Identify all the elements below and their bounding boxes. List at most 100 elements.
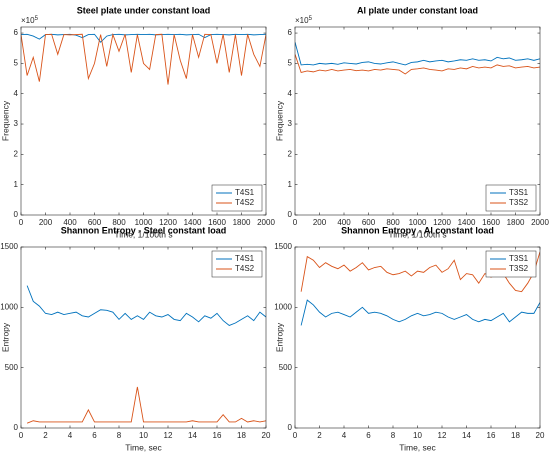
y-tick-label: 1 [288, 180, 293, 189]
axes: Al plate under constant load Time, 1/100t… [274, 5, 549, 239]
axes: Shannon Entropy - Steel constant loadTim… [0, 225, 271, 452]
axes-box [294, 246, 541, 429]
x-tick-label: 6 [366, 431, 371, 440]
legend-label: T4S1 [235, 188, 255, 197]
x-tick-label: 600 [88, 218, 102, 227]
y-exponent: ×105 [295, 16, 313, 26]
plot-area [295, 27, 540, 215]
x-tick-label: 12 [164, 431, 173, 440]
y-tick-label: 1 [14, 180, 19, 189]
exponent-power: 5 [35, 16, 39, 22]
y-tick-label: 500 [279, 363, 293, 372]
legend-label: T3S1 [509, 254, 529, 263]
plot-area [21, 27, 266, 215]
x-axis-label: Time, sec [399, 442, 436, 452]
x-axis-label: Time, sec [125, 442, 162, 452]
x-tick-label: 200 [313, 218, 327, 227]
y-tick-label: 6 [14, 28, 19, 37]
chart-title: Al plate under constant load [357, 5, 478, 15]
y-tick-label: 5 [14, 58, 19, 67]
x-tick-label: 800 [112, 218, 126, 227]
x-tick-label: 16 [487, 431, 496, 440]
x-tick-label: 1800 [233, 218, 251, 227]
y-tick-label: 0 [288, 423, 293, 432]
x-tick-label: 1200 [433, 218, 451, 227]
axes: Shannon Entropy - Al constant load Time, … [274, 225, 545, 452]
x-tick-label: 1400 [458, 218, 476, 227]
y-tick-label: 2 [288, 149, 293, 158]
x-tick-label: 1400 [184, 218, 202, 227]
legend-box [485, 250, 537, 278]
legend-label: T3S1 [509, 188, 529, 197]
x-tick-label: 10 [413, 431, 422, 440]
x-tick-label: 2 [43, 431, 48, 440]
y-tick-label: 5 [288, 58, 293, 67]
x-tick-label: 18 [237, 431, 246, 440]
y-axis-label: Frequency [274, 100, 284, 141]
x-tick-label: 1000 [409, 218, 427, 227]
x-tick-label: 10 [139, 431, 148, 440]
x-tick-label: 16 [213, 431, 222, 440]
x-tick-label: 18 [511, 431, 520, 440]
y-axis-label: Entropy [0, 322, 10, 352]
x-tick-label: 2000 [257, 218, 275, 227]
y-tick-label: 6 [288, 28, 293, 37]
x-tick-label: 200 [39, 218, 53, 227]
legend-label: T4S1 [235, 254, 255, 263]
x-tick-label: 12 [438, 431, 447, 440]
series-line [21, 32, 266, 85]
y-tick-label: 3 [14, 119, 19, 128]
x-tick-label: 4 [342, 431, 347, 440]
legend-box [211, 250, 263, 278]
x-tick-label: 1200 [159, 218, 177, 227]
x-tick-label: 800 [386, 218, 400, 227]
exponent-base: ×10 [21, 16, 35, 25]
exponent-base: ×10 [295, 16, 309, 25]
axes-box [20, 246, 267, 429]
axes-box [294, 26, 541, 216]
x-tick-label: 20 [536, 431, 545, 440]
x-tick-label: 8 [391, 431, 396, 440]
y-tick-label: 1500 [0, 242, 18, 251]
chart-title: Steel plate under constant load [77, 5, 211, 15]
x-tick-label: 6 [92, 431, 97, 440]
x-tick-label: 0 [19, 431, 24, 440]
x-tick-label: 8 [117, 431, 122, 440]
chart-title: Shannon Entropy - Al constant load [341, 225, 494, 235]
y-tick-label: 3 [288, 119, 293, 128]
y-axis-label: Entropy [274, 322, 284, 352]
legend-box [485, 184, 537, 212]
series-line [21, 33, 266, 43]
y-tick-label: 1000 [274, 302, 292, 311]
x-tick-label: 2000 [531, 218, 549, 227]
y-tick-label: 0 [14, 423, 19, 432]
y-tick-label: 0 [288, 210, 293, 219]
x-tick-label: 1600 [208, 218, 226, 227]
y-tick-label: 2 [14, 149, 19, 158]
y-exponent: ×105 [21, 16, 39, 26]
y-tick-label: 1500 [274, 242, 292, 251]
legend-label: T3S2 [509, 264, 529, 273]
x-tick-label: 4 [68, 431, 73, 440]
x-axis-label: Time, 1/100th s [114, 229, 172, 239]
legend-label: T4S2 [235, 198, 255, 207]
x-tick-label: 1600 [482, 218, 500, 227]
x-tick-label: 14 [188, 431, 197, 440]
series-line [26, 285, 266, 326]
exponent-power: 5 [309, 16, 313, 22]
x-tick-label: 14 [462, 431, 471, 440]
x-tick-label: 1800 [507, 218, 525, 227]
y-axis-label: Frequency [0, 100, 10, 141]
y-tick-label: 4 [288, 89, 293, 98]
x-tick-label: 400 [337, 218, 351, 227]
y-tick-label: 500 [5, 363, 19, 372]
series-line [26, 386, 266, 424]
x-tick-label: 400 [63, 218, 77, 227]
x-tick-label: 0 [19, 218, 24, 227]
y-tick-label: 1000 [0, 302, 18, 311]
legend-label: T4S2 [235, 264, 255, 273]
x-tick-label: 20 [262, 431, 271, 440]
x-tick-label: 2 [317, 431, 322, 440]
x-tick-label: 0 [293, 431, 298, 440]
